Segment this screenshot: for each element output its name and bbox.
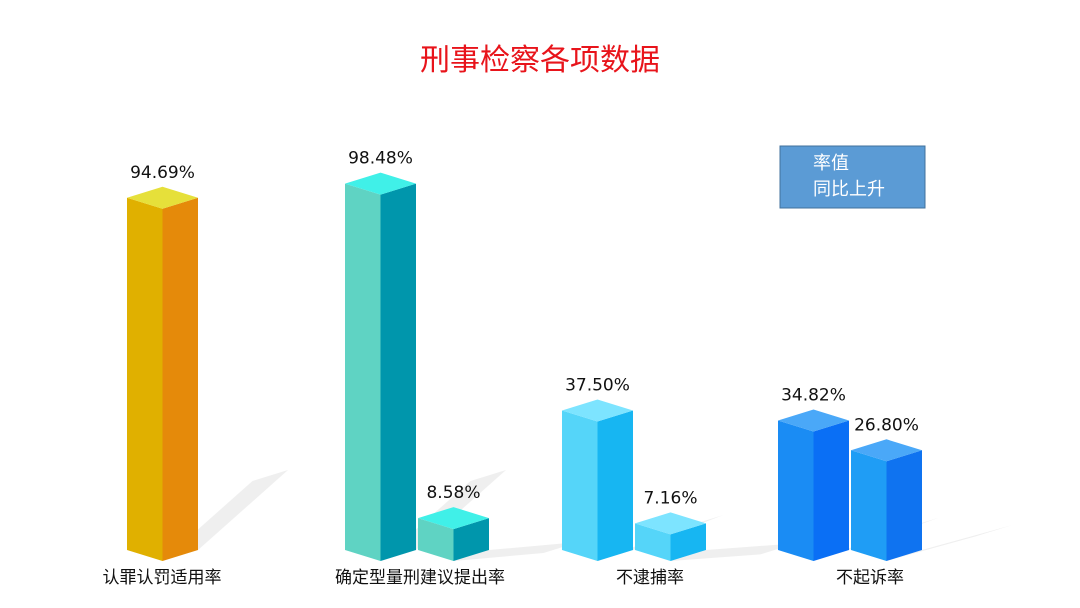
data-label: 37.50% <box>565 376 630 396</box>
annotation: 同比上升 <box>813 179 885 200</box>
bar-top <box>127 186 198 209</box>
bar-top <box>345 172 416 195</box>
x-tick-label: 不逮捕率 <box>616 568 684 588</box>
bar-front <box>562 410 598 561</box>
bar-shadow <box>886 525 1012 561</box>
data-label: 8.58% <box>426 483 480 503</box>
bar-front <box>635 523 671 561</box>
annotation-box <box>779 145 926 209</box>
annotation: 率值 <box>813 153 849 174</box>
data-label: 94.69% <box>130 163 195 183</box>
bar-front <box>778 420 814 561</box>
bar-shadow <box>453 542 579 561</box>
bar-front <box>851 450 887 561</box>
bar-side <box>813 420 849 561</box>
x-tick-label: 确定型量刑建议提出率 <box>335 568 505 588</box>
bar-side <box>453 518 489 561</box>
bar-front <box>345 183 381 561</box>
data-label: 7.16% <box>643 488 697 508</box>
bar-side <box>886 450 922 561</box>
bar-front <box>418 518 454 561</box>
bar-side <box>380 183 416 561</box>
data-label: 98.48% <box>348 149 413 169</box>
bar-side <box>670 523 706 561</box>
bar-top <box>562 399 633 422</box>
bar-top <box>418 507 489 530</box>
x-tick-label: 认罪认罚适用率 <box>103 568 222 588</box>
chart-title: 刑事检察各项数据 <box>420 43 660 78</box>
bar-top <box>851 439 922 462</box>
data-label: 34.82% <box>781 385 846 405</box>
bar-top <box>778 409 849 432</box>
bar-side <box>597 410 633 561</box>
bar-top <box>635 512 706 535</box>
bar-front <box>127 197 163 561</box>
data-label: 26.80% <box>854 415 919 435</box>
x-tick-label: 不起诉率 <box>836 568 904 588</box>
bar-side <box>162 197 198 561</box>
bar-shadow <box>670 543 796 561</box>
